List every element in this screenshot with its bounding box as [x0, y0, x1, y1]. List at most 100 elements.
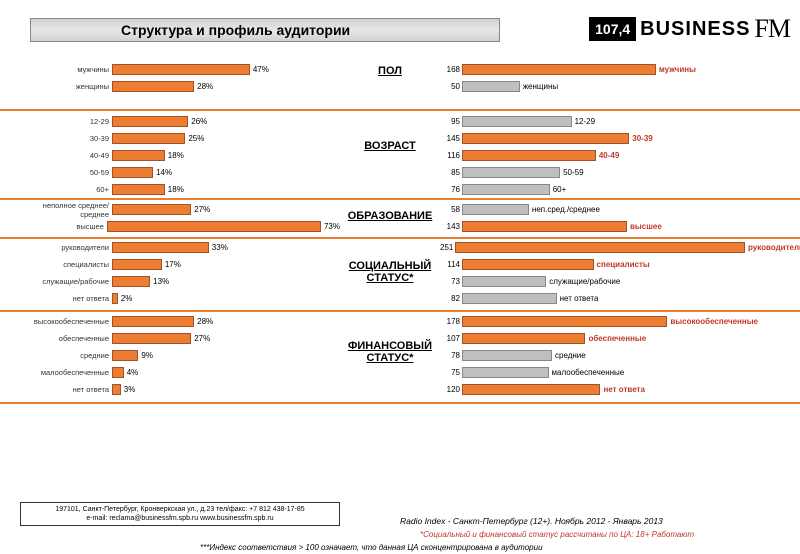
left-bar-value: 17%: [165, 260, 181, 269]
right-bar: [462, 384, 600, 395]
right-bar-row: 143высшее: [440, 219, 790, 234]
right-bar: [462, 150, 596, 161]
left-bar-value: 18%: [168, 185, 184, 194]
right-bar-row: 50 женщины: [440, 79, 790, 94]
left-bar: [112, 316, 194, 327]
right-bar-value: 78: [440, 351, 462, 360]
right-bar: [462, 333, 585, 344]
right-bar-row: 95 12-29: [440, 114, 790, 129]
left-bar: [112, 259, 162, 270]
right-bar-value: 114: [440, 260, 462, 269]
left-bar: [112, 81, 194, 92]
right-bar-row: 11640-49: [440, 148, 790, 163]
right-bar-label: высшее: [630, 222, 662, 231]
left-bar-value: 28%: [197, 82, 213, 91]
left-bar-label: высокообеспеченные: [30, 317, 112, 326]
right-bar-label: женщины: [523, 82, 558, 91]
left-bar-value: 2%: [121, 294, 133, 303]
right-bar-row: 14530-39: [440, 131, 790, 146]
right-bar-label: 60+: [553, 185, 567, 194]
left-bar-value: 14%: [156, 168, 172, 177]
right-bar-value: 50: [440, 82, 462, 91]
logo-text: BUSINESS: [640, 18, 750, 41]
left-bar-label: 30-39: [30, 134, 112, 143]
left-bar-value: 9%: [141, 351, 153, 360]
right-bar-label: нет ответа: [603, 385, 644, 394]
right-bar-label: 30-39: [632, 134, 652, 143]
section-divider: [0, 310, 800, 312]
left-bar-row: 12-2926%: [30, 114, 340, 129]
right-bar-label: малообеспеченные: [552, 368, 625, 377]
left-bar: [112, 350, 138, 361]
section-label: СОЦИАЛЬНЫЙ СТАТУС*: [330, 260, 450, 284]
footer-address-box: 197101, Санкт-Петербург, Кронверкская ул…: [20, 502, 340, 526]
left-bar: [112, 367, 124, 378]
right-bar-row: 82 нет ответа: [440, 291, 790, 306]
left-bar: [112, 333, 191, 344]
left-bar-row: 60+ 18%: [30, 182, 340, 197]
right-bar: [462, 133, 629, 144]
left-bar-value: 47%: [253, 65, 269, 74]
logo: 107,4 BUSINESS FM: [589, 14, 790, 44]
right-bar: [462, 184, 550, 195]
left-bar-row: мужчины47%: [30, 62, 340, 77]
left-bar-value: 33%: [212, 243, 228, 252]
right-bar: [462, 259, 594, 270]
left-bar: [112, 184, 165, 195]
footer-contact: e-mail: reclama@businessfm.spb.ru www.bu…: [25, 514, 335, 523]
right-bar-label: высокообеспеченные: [670, 317, 758, 326]
left-bar: [112, 276, 150, 287]
left-bar: [112, 293, 118, 304]
right-bar-value: 95: [440, 117, 462, 126]
section-divider: [0, 402, 800, 404]
right-bar-label: нет ответа: [560, 294, 599, 303]
right-bar-label: служащие/рабочие: [549, 277, 620, 286]
right-bar-label: 12-29: [575, 117, 595, 126]
right-bar-label: неп.сред./среднее: [532, 205, 600, 214]
right-bar-row: 168мужчины: [440, 62, 790, 77]
footer-note: *Социальный и финансовый статус рассчита…: [420, 530, 694, 539]
section-label: ВОЗРАСТ: [330, 140, 450, 152]
left-bar-value: 73%: [324, 222, 340, 231]
section-divider: [0, 237, 800, 239]
right-bar-value: 85: [440, 168, 462, 177]
right-bar-row: 107обеспеченные: [440, 331, 790, 346]
section-label: ФИНАНСОВЫЙ СТАТУС*: [330, 340, 450, 364]
left-bar-row: средние9%: [30, 348, 340, 363]
right-bar-value: 120: [440, 385, 462, 394]
right-bar-label: специалисты: [597, 260, 650, 269]
page-title: Структура и профиль аудитории: [30, 18, 500, 42]
right-bar-value: 251: [440, 243, 455, 252]
left-bar-row: высокообеспеченные28%: [30, 314, 340, 329]
footer-address: 197101, Санкт-Петербург, Кронверкская ул…: [25, 505, 335, 514]
left-bar-label: 50-59: [30, 168, 112, 177]
left-bar-label: женщины: [30, 82, 112, 91]
left-bar-row: 50-59 14%: [30, 165, 340, 180]
right-bar: [462, 350, 552, 361]
right-bar: [462, 316, 667, 327]
right-bar-row: 78средние: [440, 348, 790, 363]
right-bar: [462, 64, 656, 75]
left-bar-row: малообеспеченные4%: [30, 365, 340, 380]
right-bar-value: 82: [440, 294, 462, 303]
left-bar-row: высшее 73%: [30, 219, 340, 234]
right-bar-row: 7660+: [440, 182, 790, 197]
section-divider: [0, 109, 800, 111]
left-bar-row: неполное среднее/среднее27%: [30, 202, 340, 217]
right-bar: [455, 242, 745, 253]
left-bar: [112, 384, 121, 395]
left-bar: [112, 167, 153, 178]
left-bar-label: малообеспеченные: [30, 368, 112, 377]
right-bar-row: 58неп.сред./среднее: [440, 202, 790, 217]
left-bar: [112, 116, 188, 127]
left-bar-row: 30-3925%: [30, 131, 340, 146]
left-bar-label: неполное среднее/среднее: [30, 201, 112, 219]
left-bar-label: 60+: [30, 185, 112, 194]
left-bar-row: нет ответа2%: [30, 291, 340, 306]
right-bar-label: обеспеченные: [588, 334, 646, 343]
right-bar-row: 178высокообеспеченные: [440, 314, 790, 329]
left-bar-label: высшее: [30, 222, 107, 231]
left-bar-row: служащие/рабочие13%: [30, 274, 340, 289]
right-bar: [462, 116, 572, 127]
right-bar-label: мужчины: [659, 65, 696, 74]
